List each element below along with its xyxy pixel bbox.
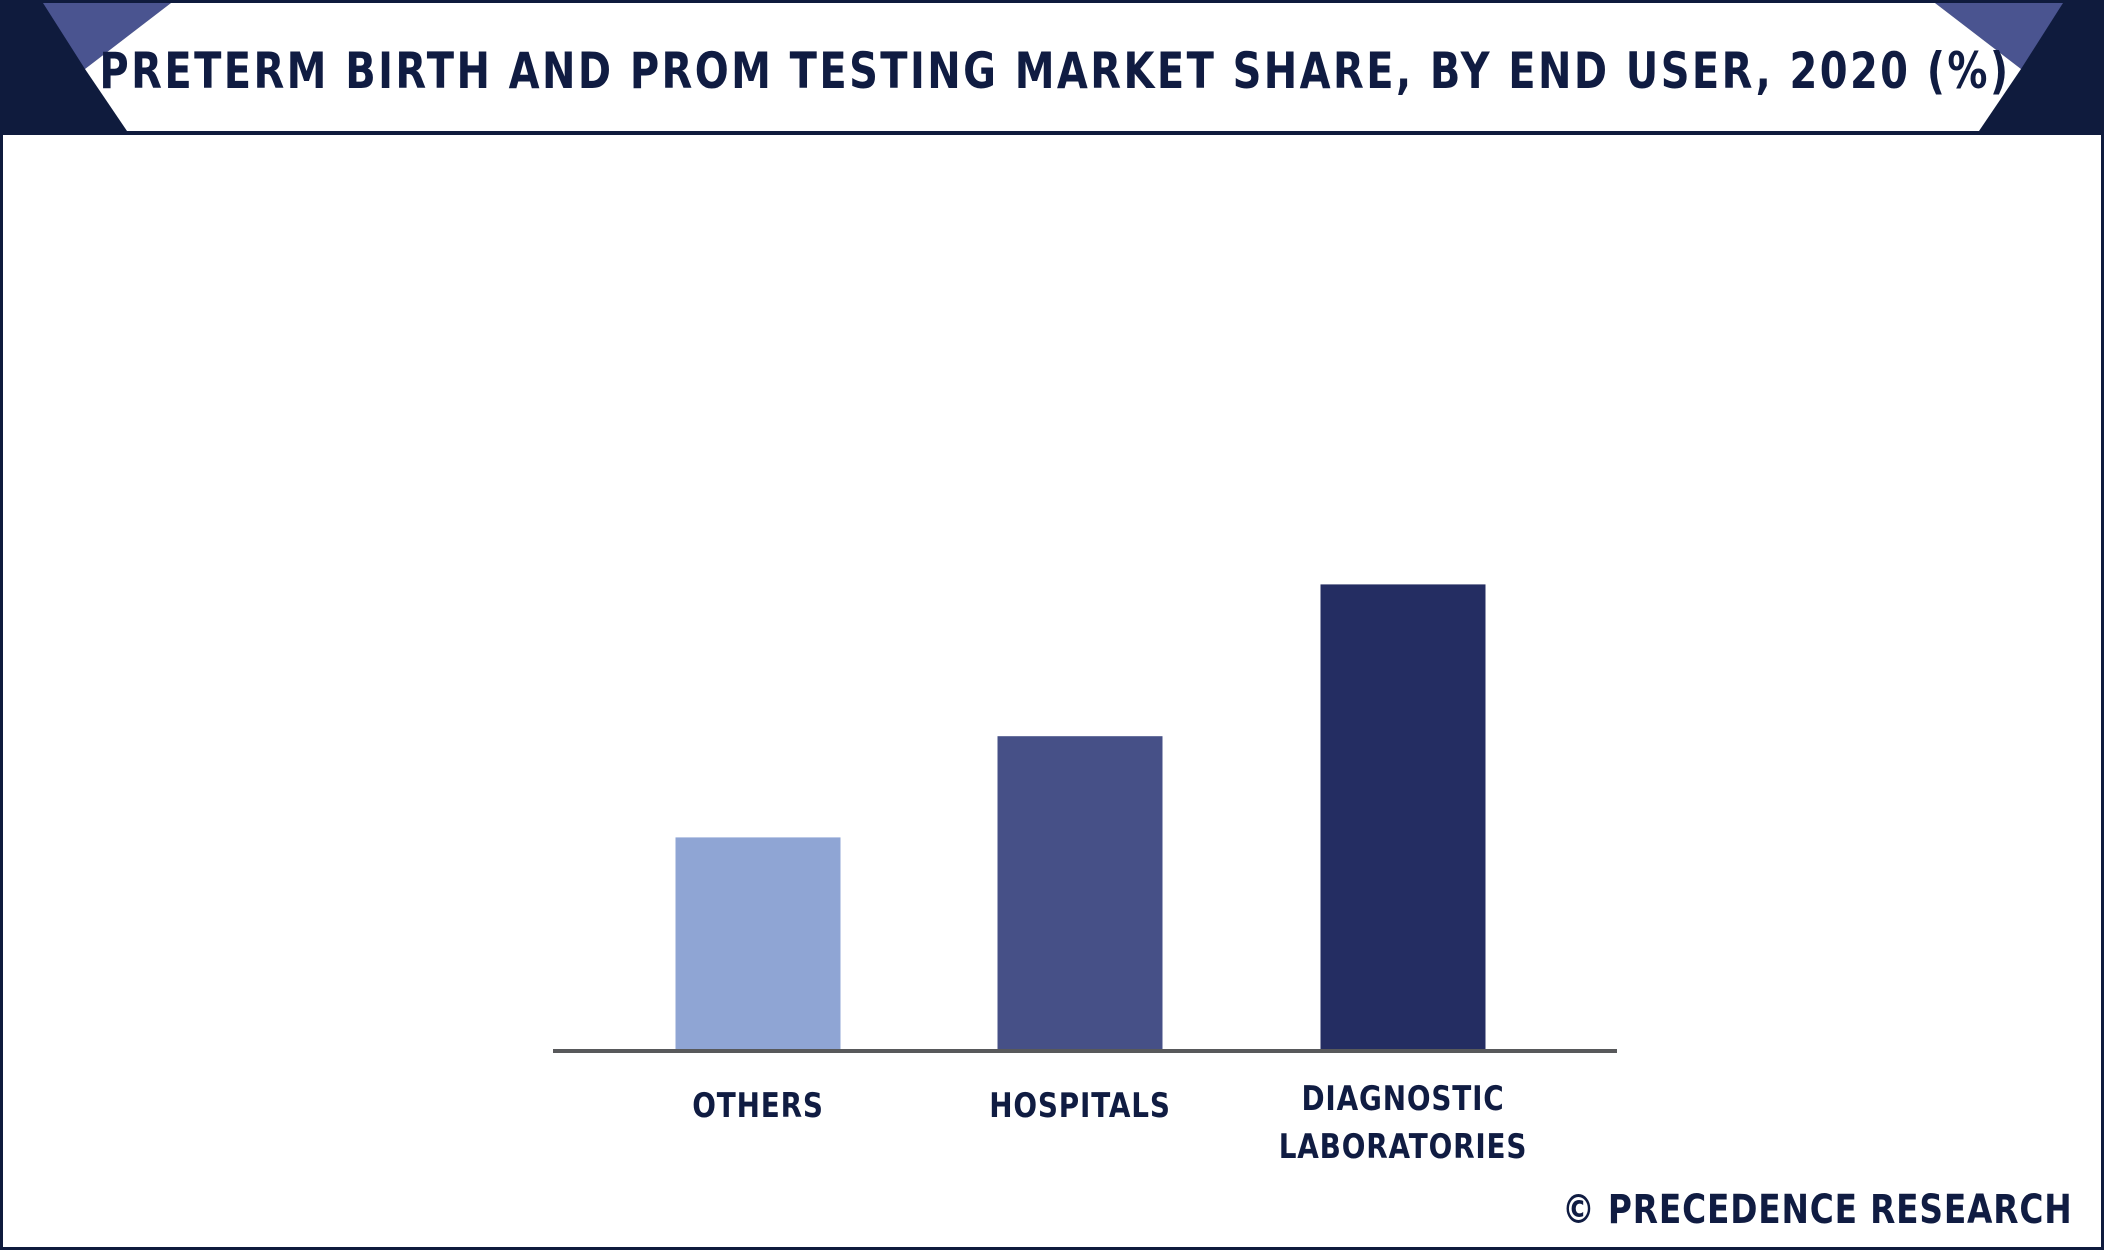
bar-1 [997, 736, 1163, 1049]
source-credit: © PRECEDENCE RESEARCH [1562, 1187, 2073, 1233]
x-tick-label-line: LABORATORIES [1279, 1127, 1528, 1166]
x-tick-label-1: HOSPITALS [989, 1086, 1171, 1125]
x-tick-label-2: DIAGNOSTIC LABORATORIES [1279, 1079, 1528, 1166]
bar-0 [675, 837, 841, 1049]
chart-title: PRETERM BIRTH AND PROM TESTING MARKET SH… [99, 42, 2011, 100]
bar-chart: OTHERS HOSPITALS DIAGNOSTIC LABORATORIES [553, 584, 1617, 1167]
x-tick-label-line: DIAGNOSTIC [1301, 1079, 1504, 1118]
x-tick-label-line: OTHERS [692, 1086, 824, 1125]
header-band-shape [3, 3, 2104, 135]
header-banner: PRETERM BIRTH AND PROM TESTING MARKET SH… [3, 3, 2104, 135]
x-tick-label-0: OTHERS [692, 1086, 824, 1125]
x-tick-label-line: HOSPITALS [989, 1086, 1171, 1125]
bar-2 [1320, 584, 1486, 1049]
